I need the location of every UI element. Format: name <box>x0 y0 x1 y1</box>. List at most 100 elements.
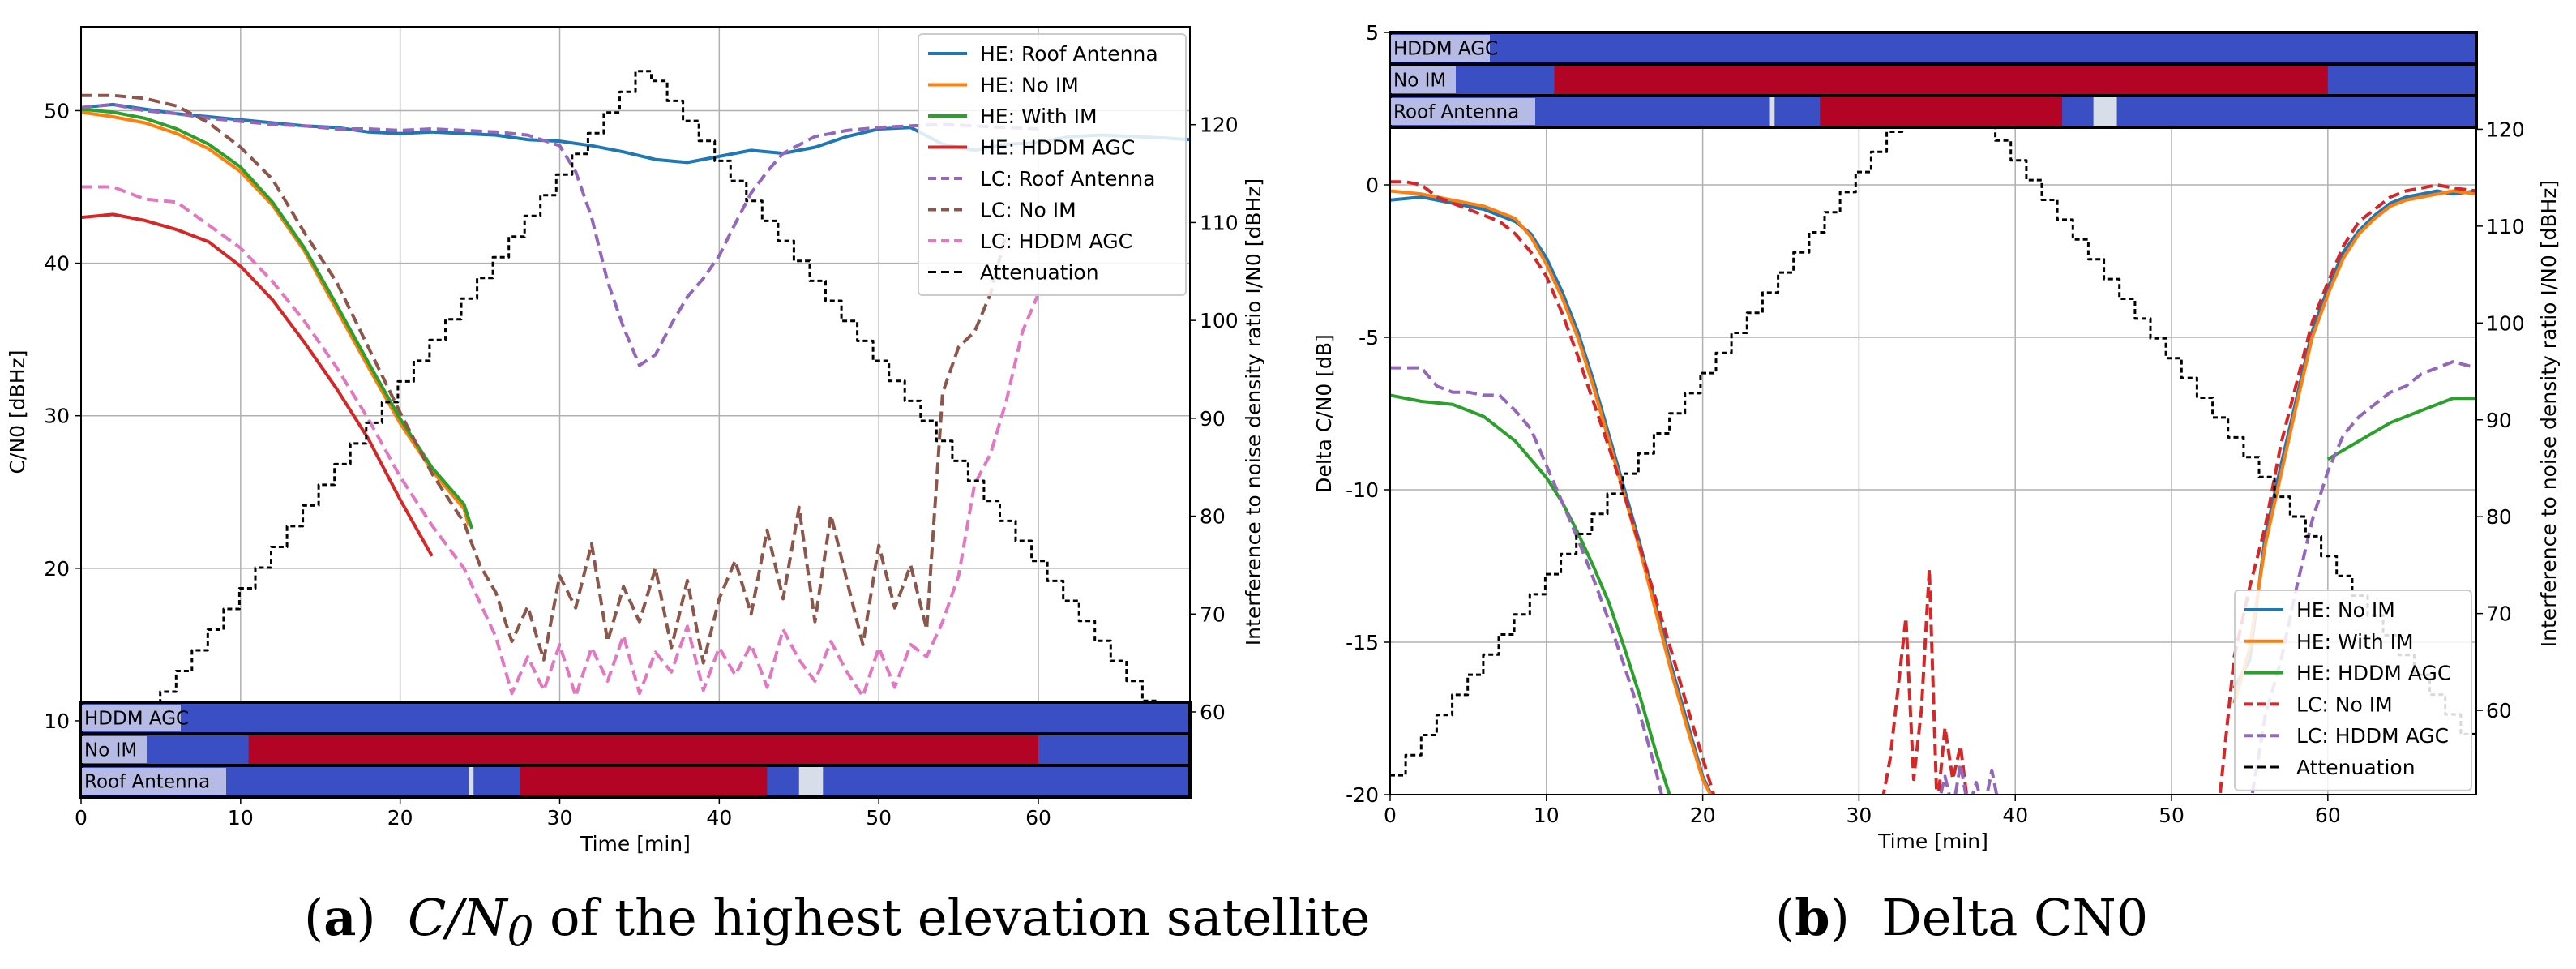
legend-entry: LC: No IM <box>980 199 1076 222</box>
chart-a: 0 10 20 30 40 50 60 10 20 30 40 50 60 70 80 90 100 110 120… <box>6 26 1265 855</box>
x-tick-label: 10 <box>1534 804 1560 827</box>
legend-entry: HE: No IM <box>2296 598 2395 622</box>
y-tick-label: -15 <box>1346 631 1379 654</box>
y2-tick-label: 100 <box>2486 311 2525 335</box>
band-segment-mid <box>2093 96 2117 127</box>
band-hddm-agc <box>1390 32 2476 64</box>
band-label-box <box>82 768 226 795</box>
y-tick-label: 30 <box>44 405 70 428</box>
band-segment-mid <box>469 765 474 797</box>
y2-tick-label: 60 <box>2486 699 2512 722</box>
band-segment-high <box>248 734 1039 765</box>
y-tick-label: -5 <box>1359 326 1379 349</box>
band-segment-high <box>1554 64 2328 96</box>
x-tick-label: 20 <box>387 806 413 830</box>
series-attenuation <box>1390 70 2476 777</box>
y-tick-label: 0 <box>1366 174 1379 197</box>
legend-entry: Attenuation <box>2296 756 2416 779</box>
legend-entry: HE: Roof Antenna <box>980 42 1158 66</box>
series-lc-no-im <box>1390 180 2476 795</box>
legend: HE: No IM HE: With IM HE: HDDM AGC LC: No I… <box>2234 590 2472 791</box>
legend-entry: LC: HDDM AGC <box>980 229 1132 253</box>
legend-entry: Attenuation <box>980 261 1099 285</box>
band-segment-high <box>520 765 768 797</box>
x-tick-label: 30 <box>547 806 573 830</box>
band-label: Roof Antenna <box>1393 102 1519 123</box>
x-tick-label: 50 <box>866 806 892 830</box>
series-lc-no-im <box>81 93 1008 665</box>
legend-box <box>918 33 1187 296</box>
y2-tick-label: 70 <box>1200 602 1226 626</box>
series-he-with-im <box>1390 189 2476 795</box>
x-tick-label: 60 <box>2315 804 2341 827</box>
y2-tick-label: 110 <box>1200 211 1239 234</box>
x-tick-label: 10 <box>228 806 254 830</box>
y2-axis-label: Interference to noise density ratio I/N0… <box>2537 180 2561 647</box>
y-tick-label: 40 <box>44 252 70 276</box>
x-tick-label: 0 <box>75 806 88 830</box>
y2-axis-label: Interference to noise density ratio I/N0… <box>1242 178 1265 645</box>
x-tick-label: 30 <box>1846 804 1872 827</box>
legend-entry: HE: HDDM AGC <box>980 136 1135 160</box>
y2-tick-label: 100 <box>1200 309 1239 332</box>
series-group <box>1390 70 2476 795</box>
band-label: HDDM AGC <box>84 709 189 730</box>
chart-b: 0 10 20 30 40 50 60 -20 -15 -10 -5 0 5 60 70 80 90 100 110… <box>1312 21 2561 853</box>
y-tick-label: 10 <box>44 710 70 733</box>
series-he-no-im <box>1390 189 2476 795</box>
band-label: No IM <box>84 740 137 761</box>
y2-tick-label: 80 <box>1200 505 1226 529</box>
y-tick-label: 50 <box>44 99 70 122</box>
y-tick-label: -10 <box>1346 478 1379 502</box>
x-tick-label: 0 <box>1384 804 1397 827</box>
y-tick-label: 5 <box>1366 21 1379 45</box>
y2-tick-label: 120 <box>1200 114 1239 137</box>
x-tick-label: 40 <box>706 806 732 830</box>
y-tick-label: 20 <box>44 557 70 581</box>
series-he-hddm-agc <box>81 212 434 557</box>
y2-tick-label: 70 <box>2486 602 2512 626</box>
y2-tick-label: 80 <box>2486 505 2512 529</box>
x-axis-label: Time [min] <box>1877 830 1988 853</box>
legend-entry: LC: Roof Antenna <box>980 167 1155 191</box>
series-group <box>81 70 1190 797</box>
caption-b: (b) Delta CN0 <box>1775 888 2149 947</box>
x-tick-label: 50 <box>2159 804 2184 827</box>
x-tick-label: 20 <box>1690 804 1716 827</box>
y2-tick-label: 60 <box>1200 701 1226 724</box>
band-label-box <box>82 705 181 731</box>
band-label-box <box>1391 98 1535 125</box>
band-segment-mid <box>798 765 824 797</box>
band-label: HDDM AGC <box>1393 39 1498 60</box>
legend-entry: HE: HDDM AGC <box>2296 662 2451 685</box>
series-attenuation <box>81 70 1190 797</box>
legend-entry: LC: No IM <box>2296 692 2393 716</box>
grid <box>80 27 1190 797</box>
series-he-with-im <box>81 107 474 530</box>
band-label-box <box>1391 66 1456 93</box>
legend-entry: LC: HDDM AGC <box>2296 724 2449 748</box>
legend: HE: Roof Antenna HE: No IM HE: With IM HE: … <box>918 33 1187 296</box>
y-axis-label: Delta C/N0 [dB] <box>1312 334 1336 493</box>
heat-bands: HDDM AGC No IM Roof Antenna <box>79 701 1192 799</box>
legend-entry: HE: With IM <box>2296 630 2414 654</box>
band-segment-mid <box>1769 96 1775 127</box>
band-label-box <box>1391 35 1490 62</box>
x-axis-label: Time [min] <box>580 832 691 855</box>
y-tick-label: -20 <box>1346 783 1379 807</box>
series-lc-hddm-agc <box>81 185 1040 698</box>
y2-tick-label: 90 <box>2486 409 2512 432</box>
y2-tick-label: 120 <box>2486 118 2525 141</box>
legend-entry: HE: With IM <box>980 105 1098 128</box>
band-segment-high <box>1820 96 2063 127</box>
band-hddm-agc <box>81 702 1190 734</box>
legend-box <box>2234 590 2472 791</box>
series-he-no-im <box>81 110 471 526</box>
band-label: No IM <box>1393 71 1446 92</box>
legend-entry: HE: No IM <box>980 74 1079 97</box>
x-tick-label: 60 <box>1025 806 1051 830</box>
plot-frame <box>1389 32 2477 795</box>
caption-a: (a) C/N0 of the highest elevation satell… <box>304 888 1371 957</box>
band-label: Roof Antenna <box>84 772 210 793</box>
